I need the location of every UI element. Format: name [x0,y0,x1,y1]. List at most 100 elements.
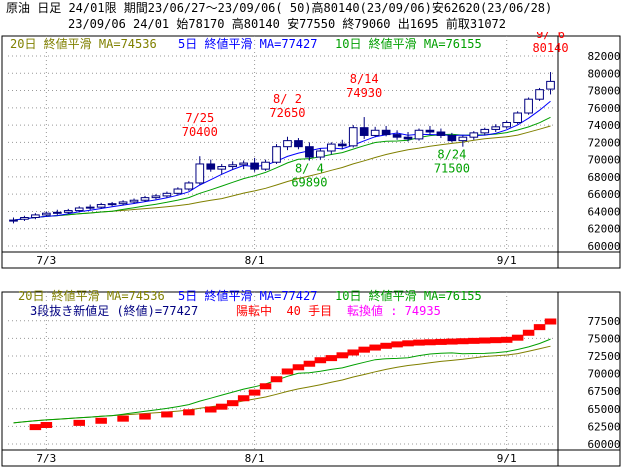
annotation-value: 71500 [434,162,470,176]
new-price-brick [380,342,392,349]
candle-up [480,128,490,134]
header-line-1: 原油 日足 24/01限 期間23/06/27～23/09/06( 50)高80… [6,1,553,15]
x-tick-label: 8/1 [245,254,265,267]
upper-legend-ma5: 5日 終値平滑 MA=77427 [178,37,318,51]
new-price-brick [544,318,557,325]
x-tick-label: 8/1 [245,452,265,465]
plot-border [1,35,621,269]
y-tick-label: 60000 [587,240,620,253]
y-tick-label: 67500 [587,385,620,398]
new-price-brick [522,329,535,336]
candle-up [129,199,139,203]
candle-up [261,161,270,170]
annotation-date: 8/14 [350,72,379,86]
annotation-date: 8/ 4 [295,162,324,176]
candle-up [42,212,51,216]
candle-up [107,203,117,206]
upper-legend-ma20: 20日 終値平滑 MA=74536 [10,37,157,51]
annotation-value: 69890 [291,176,327,190]
candle-up [217,166,227,170]
candle-up [546,80,555,90]
new-price-bar-info: 3段抜き新値足 (終値)=77427 [30,304,199,318]
y-tick-label: 70000 [587,154,620,167]
plot-border [1,291,621,467]
new-price-brick [325,355,338,362]
new-price-brick [303,360,316,367]
candle-up [52,211,62,214]
new-price-brick [511,334,524,341]
annotation-date: 9/ 6 [536,32,565,41]
candle-up [283,140,292,148]
new-price-brick [402,340,414,347]
y-tick-label: 62500 [587,420,620,433]
annotation-date: 8/ 2 [273,92,302,106]
candle-up [96,204,106,208]
candle-up [31,214,40,218]
new-price-brick [314,357,327,364]
candle-up [326,143,336,152]
candle-down [447,134,457,142]
candle-up [535,89,544,100]
y-tick-label: 72000 [587,136,620,149]
candle-up [162,192,172,197]
new-price-brick [533,324,546,331]
y-tick-label: 80000 [587,67,620,80]
new-price-brick [161,411,173,418]
new-price-brick [281,368,294,375]
candle-up [9,219,18,222]
new-price-brick [446,338,458,345]
y-tick-label: 65000 [587,403,620,416]
candle-down [250,162,259,170]
chart-header: 原油 日足 24/01限 期間23/06/27～23/09/06( 50)高80… [0,0,624,32]
y-tick-label: 75000 [587,332,620,345]
new-price-brick [237,395,250,402]
lower-legend-ma10: 10日 終値平滑 MA=76155 [335,289,482,303]
new-price-brick [358,346,370,353]
new-price-brick [369,344,381,351]
y-tick-label: 78000 [587,85,620,98]
candle-down [294,140,303,148]
new-price-brick [347,349,359,356]
candle-down [359,127,369,136]
candle-down [392,134,402,138]
candle-up [228,164,238,168]
lower-legend-ma20: 20日 終値平滑 MA=74536 [18,289,165,303]
y-tick-label: 77500 [587,315,620,328]
candle-up [63,210,73,213]
y-tick-label: 66000 [587,188,620,201]
candle-up [458,136,468,142]
upper-legend-ma10: 10日 終値平滑 MA=76155 [335,37,482,51]
candle-up [118,201,128,205]
candle-up [85,206,95,209]
new-price-brick [468,337,480,344]
new-price-brick [479,337,491,344]
y-tick-label: 60000 [587,438,620,451]
y-tick-label: 64000 [587,205,620,218]
trend-status: 陽転中 40 手目 [236,304,333,318]
x-tick-label: 9/1 [497,452,517,465]
candle-up [184,182,194,190]
candle-up [348,127,358,147]
y-tick-label: 76000 [587,102,620,115]
candle-up [513,112,522,123]
candle-up [20,217,29,220]
annotation-value: 80140 [532,41,568,55]
x-tick-label: 9/1 [497,254,517,267]
ma5-line [13,100,551,221]
candle-down [425,129,435,133]
candle-down [436,131,446,136]
new-price-brick [391,341,403,348]
candle-up [469,132,479,138]
x-tick-label: 7/3 [36,452,56,465]
y-tick-label: 62000 [587,223,620,236]
candle-up [414,129,424,140]
y-tick-label: 72500 [587,350,620,363]
new-price-brick [183,409,195,416]
new-price-brick [29,424,42,431]
lower-legend-ma5: 5日 終値平滑 MA=77427 [178,289,318,303]
candle-up [151,195,161,199]
x-tick-label: 7/3 [36,254,56,267]
new-price-brick [336,352,349,359]
switch-value: 転換値 : 74935 [347,304,441,318]
annotation-value: 72650 [269,106,305,120]
